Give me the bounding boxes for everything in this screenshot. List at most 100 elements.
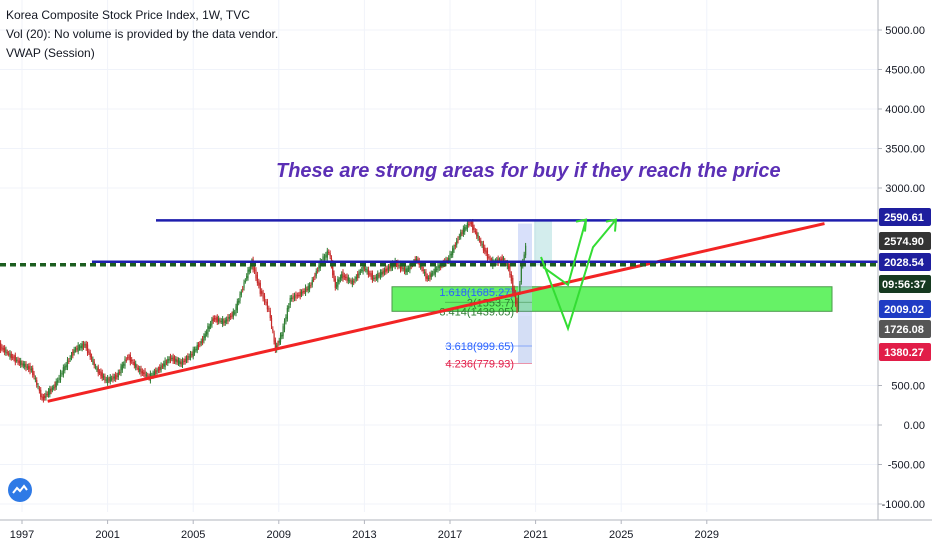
candle-body [119, 372, 121, 374]
x-tick-label: 2001 [95, 529, 119, 541]
candle-body [255, 269, 257, 279]
candle-body [286, 308, 288, 319]
candle-body [351, 280, 353, 285]
candle-body [58, 377, 60, 381]
candle-body [355, 276, 357, 279]
candle-body [486, 250, 489, 259]
volume-label[interactable]: Vol (20): No volume is provided by the d… [6, 27, 279, 41]
candle-body [481, 243, 483, 246]
support-trendline[interactable] [47, 222, 825, 403]
candle-body [422, 269, 424, 271]
candle-body [247, 269, 249, 278]
candle-body [123, 364, 125, 366]
candle-body [227, 316, 229, 322]
candle-body [323, 256, 326, 260]
candle-body [180, 361, 182, 365]
candle-body [346, 276, 348, 281]
price-tag[interactable] [879, 208, 931, 226]
candle-body [97, 367, 99, 374]
candle-body [193, 349, 196, 354]
candle-body [152, 373, 154, 377]
price-tag[interactable] [879, 343, 931, 361]
candle-body [350, 281, 352, 283]
y-tick-label: 3500.00 [885, 144, 925, 156]
price-tag[interactable] [879, 253, 931, 271]
candle-body [357, 273, 359, 279]
candle-body [133, 361, 135, 366]
price-tag[interactable] [879, 320, 931, 338]
buy-areas-annotation[interactable]: These are strong areas for buy if they r… [276, 160, 781, 182]
x-tick-label: 2005 [181, 529, 205, 541]
candle-body [386, 268, 388, 271]
candle-body [50, 389, 52, 392]
candle-body [188, 356, 190, 358]
candle-body [307, 285, 309, 291]
candle-body [124, 358, 126, 367]
candle-body [9, 352, 11, 357]
candle-body [478, 238, 481, 240]
candle-body [339, 277, 342, 280]
price-tag[interactable] [879, 300, 931, 318]
candle-body [458, 236, 460, 238]
candle-body [398, 265, 400, 267]
y-tick-label: 5000.00 [885, 25, 925, 37]
candle-body [32, 368, 34, 375]
price-tag[interactable] [879, 232, 931, 250]
candle-body [139, 368, 141, 372]
candle-body [456, 240, 458, 245]
candle-body [402, 268, 404, 270]
candle-body [26, 366, 28, 368]
candle-body [41, 396, 43, 398]
candle-body [136, 366, 138, 368]
candle-body [191, 354, 193, 356]
fibonacci-layer: 1.618(1685.27)2(1553.7)3.414(1439.05) 3.6… [439, 220, 552, 370]
vwap-label[interactable]: VWAP (Session) [6, 46, 95, 60]
candle-body [353, 281, 355, 283]
candle-body [474, 230, 477, 232]
candle-body [469, 222, 471, 224]
candle-body [179, 360, 181, 365]
candle-body [115, 374, 117, 380]
candle-body [378, 275, 380, 277]
symbol-title[interactable]: Korea Composite Stock Price Index, 1W, T… [6, 8, 250, 22]
candle-body [93, 361, 95, 366]
candle-body [66, 359, 69, 368]
candle-body [109, 376, 111, 382]
candle-body [205, 332, 208, 334]
candle-body [33, 373, 35, 377]
projection-arrow-down-up[interactable] [540, 218, 617, 332]
candle-body [399, 263, 402, 270]
candle-body [73, 349, 75, 353]
y-tick-label: -1000.00 [882, 499, 925, 511]
candle-body [240, 292, 242, 295]
candle-body [173, 357, 176, 362]
candle-body [177, 360, 180, 364]
candle-body [98, 371, 101, 373]
candle-body [61, 373, 63, 375]
candle-body [482, 243, 485, 251]
drawing-lines-layer [0, 219, 878, 403]
candle-body [4, 347, 6, 353]
candle-body [70, 354, 73, 358]
candle-body [508, 263, 510, 269]
candle-body [315, 271, 317, 276]
arrowhead-icon [605, 218, 618, 232]
candle-body [452, 248, 454, 256]
candle-body [300, 292, 303, 295]
price-tag[interactable] [879, 275, 931, 293]
candle-body [468, 224, 470, 226]
candle-body [397, 262, 399, 267]
candle-body [359, 271, 361, 273]
candle-body [449, 253, 451, 262]
time-axis-bg [0, 520, 932, 550]
candle-body [462, 228, 464, 235]
price-tag-label: 2009.02 [884, 304, 924, 316]
candle-body [373, 277, 375, 279]
candle-body [282, 326, 284, 337]
tradingview-logo-icon [8, 478, 32, 502]
candle-body [293, 295, 296, 299]
projection-arrow-up[interactable] [542, 219, 587, 287]
candle-body [30, 368, 32, 370]
candle-body [289, 297, 291, 306]
